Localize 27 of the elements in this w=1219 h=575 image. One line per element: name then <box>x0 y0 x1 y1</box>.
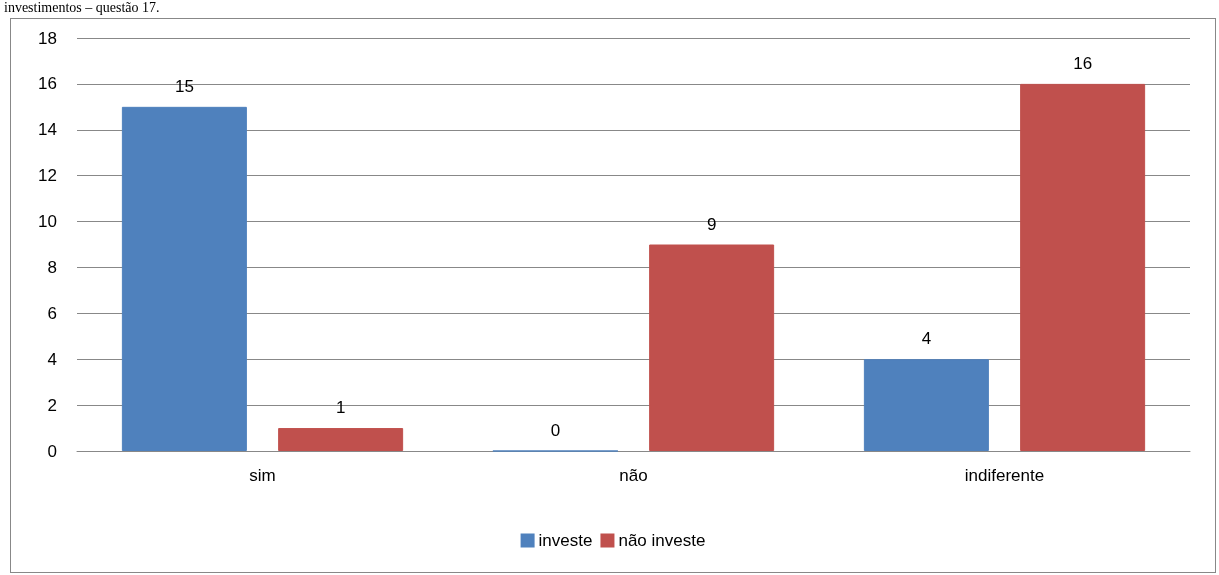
y-tick-label: 18 <box>38 28 57 48</box>
x-tick-label: não <box>619 466 648 485</box>
y-tick-label: 14 <box>38 120 57 140</box>
x-tick-label: indiferente <box>964 466 1045 485</box>
y-tick-label: 12 <box>38 166 57 186</box>
data-label: 1 <box>335 398 346 418</box>
legend-label: investe <box>538 531 593 550</box>
data-label: 15 <box>174 76 194 96</box>
data-label: 16 <box>1073 53 1093 73</box>
y-tick-label: 0 <box>47 441 57 461</box>
bar <box>278 428 404 451</box>
y-tick-label: 6 <box>47 303 57 323</box>
y-tick-label: 2 <box>47 395 57 415</box>
y-tick-label: 8 <box>47 257 57 277</box>
bar <box>1020 83 1146 451</box>
bar <box>863 359 989 451</box>
y-tick-label: 10 <box>38 212 57 232</box>
legend-label: não investe <box>618 531 706 550</box>
bar <box>649 244 775 451</box>
x-tick-label: sim <box>249 466 276 485</box>
bar <box>121 106 247 451</box>
y-tick-label: 4 <box>47 349 57 369</box>
data-label: 9 <box>706 214 717 234</box>
chart-title: investimentos – questão 17. <box>4 0 160 16</box>
data-label: 4 <box>921 329 932 349</box>
data-label: 0 <box>550 420 561 440</box>
y-tick-label: 16 <box>38 74 57 94</box>
